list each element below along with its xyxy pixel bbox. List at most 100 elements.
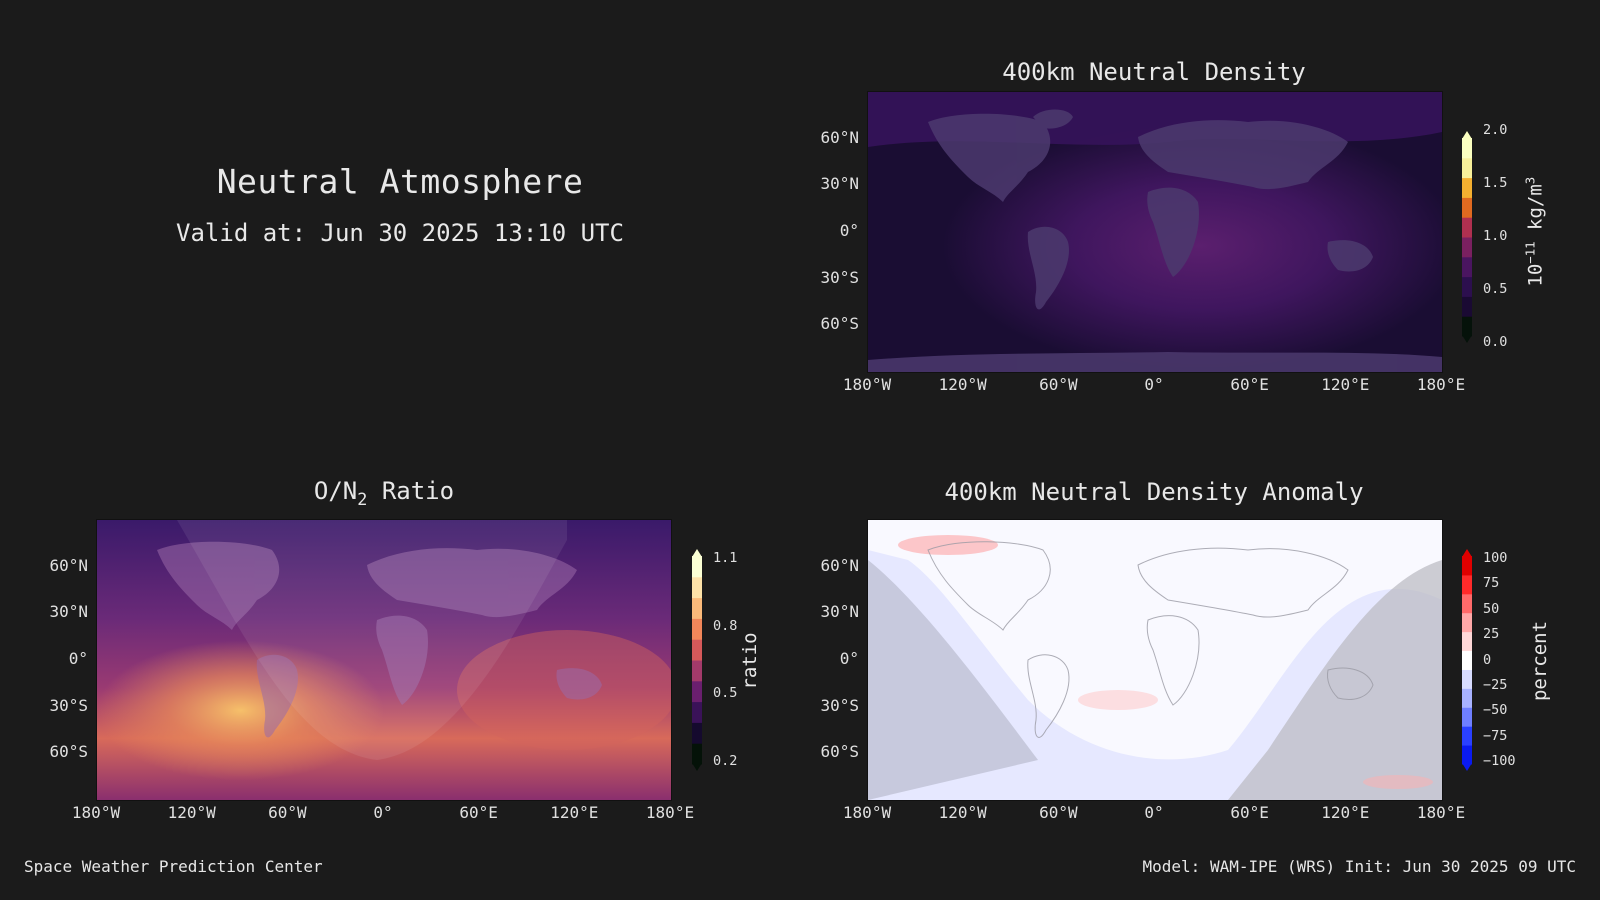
on2-title-suffix: Ratio — [367, 477, 455, 505]
density-lon-tick: 120°W — [938, 375, 987, 394]
anomaly-colorbar-tick: −100 — [1483, 753, 1516, 769]
on2-colorbar-tick: 0.5 — [713, 685, 738, 702]
density-colorbar-unit: 10−11 kg/m3 — [1523, 137, 1546, 327]
on2-title-prefix: O/N — [313, 477, 358, 505]
on2-lon-tick: 60°W — [268, 803, 307, 822]
colorbar-segment — [1462, 745, 1472, 765]
colorbar-segment — [1462, 593, 1472, 614]
colorbar-segment — [692, 556, 702, 578]
density-lat-tick: 30°N — [820, 174, 859, 194]
anomaly-lon-tick: 180°E — [1416, 803, 1466, 822]
colorbar-segment — [1462, 556, 1472, 576]
anomaly-colorbar-unit: percent — [1529, 620, 1551, 702]
anomaly-colorbar-tick: 25 — [1483, 626, 1500, 643]
anomaly-colorbar-tick: −25 — [1483, 676, 1508, 693]
colorbar-segment — [1462, 316, 1472, 337]
colorbar-segment — [1462, 688, 1472, 708]
colorbar-segment — [1462, 707, 1472, 727]
density-lat-tick: 30°S — [820, 267, 859, 287]
colorbar-segment — [1462, 669, 1472, 689]
anomaly-colorbar-tick: −50 — [1483, 702, 1508, 719]
on2-colorbar-tick: 0.2 — [713, 753, 738, 769]
footer-right: Model: WAM-IPE (WRS) Init: Jun 30 2025 0… — [1142, 857, 1576, 876]
colorbar-extend-top — [1462, 131, 1472, 139]
anomaly-lon-tick: 180°W — [842, 803, 892, 822]
anomaly-map — [867, 519, 1443, 801]
colorbar-segment — [1462, 726, 1472, 746]
colorbar-segment — [692, 680, 702, 703]
footer-left: Space Weather Prediction Center — [24, 857, 323, 876]
density-unit-exp: −11 — [1523, 241, 1538, 264]
colorbar-extend-bottom — [1462, 763, 1472, 771]
anomaly-colorbar-tick: 75 — [1483, 575, 1500, 592]
density-lon-tick: 120°E — [1321, 375, 1370, 394]
anomaly-lat-tick: 60°S — [820, 742, 859, 762]
anomaly-lon-tick: 60°W — [1039, 803, 1078, 822]
on2-title-sub: 2 — [357, 488, 368, 509]
colorbar-segment — [692, 743, 702, 765]
colorbar-segment — [1462, 256, 1472, 278]
colorbar-segment — [692, 660, 702, 682]
density-panel-title: 400km Neutral Density — [1002, 58, 1306, 86]
density-unit-base: 10 — [1524, 263, 1547, 287]
on2-colorbar — [692, 549, 702, 771]
colorbar-segment — [1462, 296, 1472, 317]
on2-panel-title: O/N2 Ratio — [96, 477, 672, 509]
density-lon-tick: 0° — [1144, 375, 1164, 394]
colorbar-segment — [1462, 237, 1472, 258]
density-land — [868, 109, 1442, 372]
colorbar-segment — [692, 639, 702, 661]
density-lat-tick: 0° — [839, 221, 859, 240]
anomaly-coastlines — [927, 541, 1374, 738]
on2-lat-tick: 30°N — [49, 602, 88, 622]
on2-colorbar-unit: ratio — [739, 632, 761, 690]
on2-land — [157, 541, 602, 738]
density-colorbar — [1462, 131, 1472, 343]
density-colorbar-tick: 0.5 — [1483, 281, 1508, 297]
density-lon-tick: 180°E — [1416, 375, 1466, 394]
on2-lon-tick: 180°E — [645, 803, 695, 822]
on2-map — [96, 519, 672, 801]
on2-lat-tick: 60°S — [49, 742, 88, 762]
colorbar-segment — [692, 722, 702, 744]
anomaly-lon-tick: 120°E — [1321, 803, 1370, 822]
density-lon-tick: 60°E — [1230, 375, 1269, 394]
colorbar-segment — [1462, 574, 1472, 595]
colorbar-segment — [692, 576, 702, 599]
valid-time: Valid at: Jun 30 2025 13:10 UTC — [176, 219, 624, 247]
colorbar-segment — [692, 701, 702, 723]
colorbar-extend-bottom — [1462, 335, 1472, 343]
colorbar-segment — [1462, 276, 1472, 297]
on2-lat-tick: 60°N — [49, 555, 88, 575]
anomaly-lat-tick: 60°N — [820, 555, 859, 575]
on2-lon-tick: 120°W — [167, 803, 216, 822]
colorbar-segment — [1462, 197, 1472, 218]
density-lat-tick: 60°N — [820, 127, 859, 147]
anomaly-colorbar-tick: 100 — [1483, 550, 1508, 566]
colorbar-segment — [1462, 157, 1472, 179]
anomaly-panel-title: 400km Neutral Density Anomaly — [944, 478, 1364, 506]
colorbar-segment — [1462, 650, 1472, 670]
colorbar-extend-bottom — [692, 763, 702, 771]
colorbar-segment — [692, 618, 702, 640]
density-colorbar-tick: 0.0 — [1483, 334, 1508, 350]
density-lon-tick: 60°W — [1039, 375, 1078, 394]
colorbar-segment — [1462, 631, 1472, 652]
density-colorbar-tick: 1.5 — [1483, 175, 1508, 191]
density-lon-tick: 180°W — [842, 375, 892, 394]
anomaly-lon-tick: 120°W — [938, 803, 987, 822]
anomaly-colorbar-tick: 50 — [1483, 600, 1500, 617]
colorbar-segment — [1462, 138, 1472, 159]
density-colorbar-tick: 1.0 — [1483, 228, 1508, 244]
anomaly-colorbar-tick: 0 — [1483, 651, 1492, 668]
density-colorbar-tick: 2.0 — [1483, 122, 1508, 138]
anomaly-lat-tick: 30°N — [820, 602, 859, 622]
on2-colorbar-tick: 0.8 — [713, 617, 738, 634]
anomaly-lon-tick: 60°E — [1230, 803, 1269, 822]
density-unit-exp2: 3 — [1523, 176, 1538, 185]
colorbar-extend-top — [692, 549, 702, 557]
density-unit-rest: kg/m — [1524, 184, 1547, 242]
on2-lat-tick: 30°S — [49, 695, 88, 715]
anomaly-lat-tick: 30°S — [820, 695, 859, 715]
anomaly-lat-tick: 0° — [839, 649, 859, 668]
